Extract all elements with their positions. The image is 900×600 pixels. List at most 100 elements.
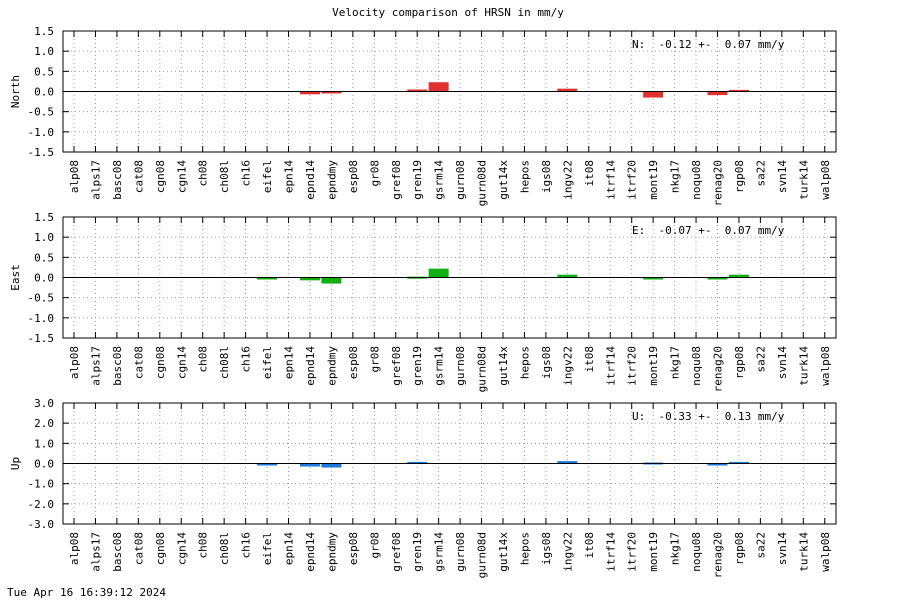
bar-epnd14	[299, 91, 320, 95]
y-tick-label: -0.5	[28, 106, 55, 119]
x-tick-label: noqu08	[690, 160, 703, 200]
y-axis-label: Up	[9, 457, 22, 470]
x-tick-label: ingv22	[561, 532, 574, 572]
x-tick-label: turk14	[797, 532, 810, 572]
x-tick-label: itrf20	[626, 532, 639, 572]
x-tick-label: alps17	[89, 346, 102, 386]
x-tick-label: epn14	[283, 346, 296, 379]
x-tick-label: svn14	[776, 532, 789, 565]
x-tick-label: cat08	[132, 532, 145, 565]
x-tick-label: itrf14	[604, 160, 617, 200]
x-tick-label: svn14	[776, 346, 789, 379]
x-tick-label: walp08	[819, 346, 832, 386]
chart-panel-up: -3.0 -2.0 -1.0 0.0 1.0 2.0 3.0 alp08 alps17 basc0…	[9, 397, 837, 578]
y-tick-label: -1.5	[28, 146, 55, 159]
y-tick-label: -2.0	[28, 498, 55, 511]
x-tick-label: ch16	[240, 160, 253, 187]
x-tick-label: it08	[583, 532, 596, 559]
x-tick-label: ch08	[197, 160, 210, 187]
x-tick-label: itrf14	[604, 346, 617, 386]
x-tick-label: rgp08	[733, 346, 746, 379]
x-tick-label: esp08	[347, 160, 360, 193]
x-tick-label: igs08	[540, 160, 553, 193]
x-tick-label: esp08	[347, 346, 360, 379]
y-tick-label: 2.0	[34, 417, 54, 430]
x-tick-label: epn14	[283, 160, 296, 193]
x-tick-label: basc08	[111, 160, 124, 200]
x-tick-label: cgn14	[175, 346, 188, 379]
bar-mont19	[643, 277, 664, 280]
x-tick-label: ingv22	[561, 346, 574, 386]
x-tick-label: gsrm14	[433, 346, 446, 386]
x-tick-label: ch08	[197, 346, 210, 373]
x-tick-label: gut14x	[497, 160, 510, 200]
x-tick-label: cgn08	[154, 346, 167, 379]
bar-renag20	[707, 277, 728, 280]
bar-rgp08	[728, 274, 749, 278]
bar-mont19	[643, 91, 664, 98]
y-tick-label: 0.0	[34, 458, 54, 471]
x-tick-label: esp08	[347, 532, 360, 565]
y-tick-label: 0.5	[34, 65, 54, 78]
x-tick-label: hepos	[518, 160, 531, 193]
x-tick-label: basc08	[111, 346, 124, 386]
x-tick-label: igs08	[540, 532, 553, 565]
x-tick-label: ingv22	[561, 160, 574, 200]
chart-panel-north: -1.5 -1.0 -0.5 0.0 0.5 1.0 1.5 alp08 alps17 basc0…	[9, 25, 837, 206]
x-tick-label: igs08	[540, 346, 553, 379]
x-tick-label: gren19	[411, 532, 424, 572]
y-tick-label: 1.0	[34, 45, 54, 58]
x-tick-label: nkg17	[669, 346, 682, 379]
x-tick-label: gref08	[390, 160, 403, 200]
x-tick-label: itrf20	[626, 160, 639, 200]
y-tick-label: -1.5	[28, 332, 55, 345]
bar-gsrm14	[428, 268, 449, 278]
y-tick-label: 1.0	[34, 231, 54, 244]
x-tick-label: itrf20	[626, 346, 639, 386]
x-tick-label: epndmy	[325, 346, 338, 386]
x-tick-label: gut14x	[497, 532, 510, 572]
bar-epnd14	[299, 463, 320, 467]
x-tick-label: gref08	[390, 532, 403, 572]
x-tick-label: nkg17	[669, 532, 682, 565]
chart-title: Velocity comparison of HRSN in mm/y	[332, 6, 564, 19]
x-tick-label: cat08	[132, 346, 145, 379]
x-tick-label: walp08	[819, 160, 832, 200]
x-tick-label: ch16	[240, 532, 253, 559]
bar-renag20	[707, 463, 728, 466]
x-tick-label: gurn08d	[476, 532, 489, 578]
x-tick-label: svn14	[776, 160, 789, 193]
bar-ingv22	[557, 274, 578, 278]
x-tick-label: gurn08	[454, 532, 467, 572]
bar-epnd14	[299, 277, 320, 281]
x-tick-label: cgn08	[154, 532, 167, 565]
y-tick-label: -1.0	[28, 126, 55, 139]
bar-ingv22	[557, 88, 578, 92]
timestamp-footer: Tue Apr 16 16:39:12 2024	[7, 586, 166, 599]
x-tick-label: turk14	[797, 346, 810, 386]
x-tick-label: noqu08	[690, 346, 703, 386]
x-tick-label: hepos	[518, 346, 531, 379]
y-tick-label: 1.0	[34, 437, 54, 450]
x-tick-label: renag20	[712, 346, 725, 392]
x-tick-label: alps17	[89, 160, 102, 200]
bar-epndmy	[321, 463, 342, 468]
x-tick-label: gr08	[368, 160, 381, 187]
bar-gsrm14	[428, 82, 449, 92]
chart-canvas: Velocity comparison of HRSN in mm/y -1.5…	[9, 6, 837, 579]
x-tick-label: it08	[583, 160, 596, 187]
x-tick-label: ch16	[240, 346, 253, 373]
y-tick-label: -1.0	[28, 478, 55, 491]
y-tick-label: 1.5	[34, 211, 54, 224]
bar-epndmy	[321, 277, 342, 284]
x-tick-label: alp08	[68, 160, 81, 193]
bar-ingv22	[557, 461, 578, 464]
x-tick-label: alp08	[68, 532, 81, 565]
stats-annotation: E: -0.07 +- 0.07 mm/y	[632, 224, 785, 237]
x-tick-label: epnd14	[304, 160, 317, 200]
bar-renag20	[707, 91, 728, 96]
x-tick-label: gref08	[390, 346, 403, 386]
x-tick-label: gurn08d	[476, 346, 489, 392]
x-tick-label: it08	[583, 346, 596, 373]
